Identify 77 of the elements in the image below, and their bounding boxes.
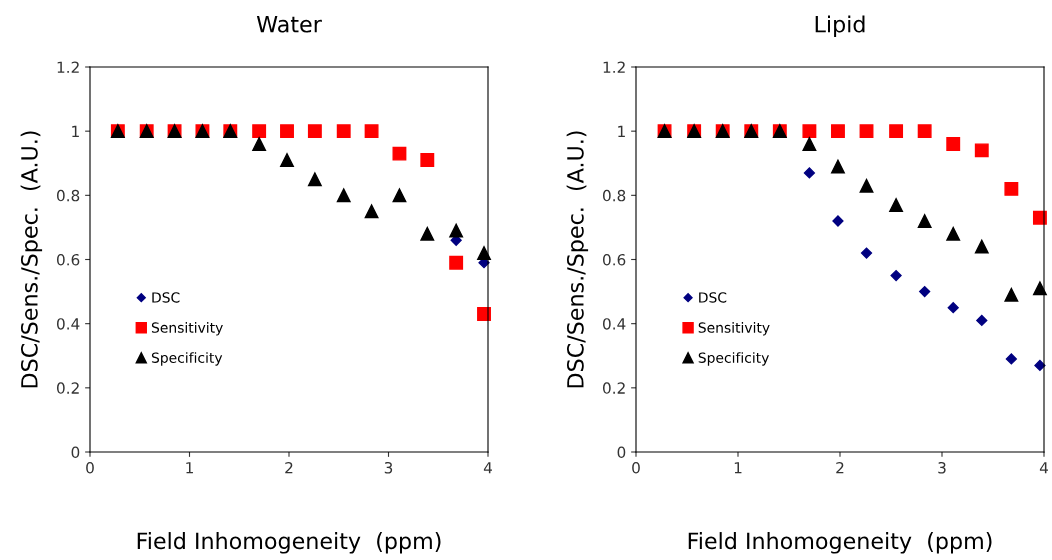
x-axis-title: Field Inhomogeneity (ppm) xyxy=(137,532,441,554)
point xyxy=(946,226,961,241)
point xyxy=(860,247,873,259)
x-tick-label: 4 xyxy=(1039,462,1048,474)
point xyxy=(364,204,379,219)
point xyxy=(280,153,294,167)
point xyxy=(831,124,845,139)
y-tick-label: 0.8 xyxy=(56,189,80,202)
point xyxy=(420,153,435,167)
point xyxy=(859,178,874,193)
point xyxy=(336,188,351,203)
point xyxy=(890,269,902,282)
y-axis-title: DSC/Sens./Spec. (A.U.) xyxy=(20,131,43,388)
y-tick-label: 0.6 xyxy=(602,253,626,266)
point xyxy=(449,255,464,270)
y-tick-label: 0.4 xyxy=(602,318,626,330)
point xyxy=(392,188,407,203)
point xyxy=(364,124,379,139)
legend-label: Sensitivity xyxy=(698,322,770,336)
point xyxy=(1004,181,1019,196)
legend-label: DSC xyxy=(152,292,180,303)
x-tick-label: 2 xyxy=(836,461,844,474)
point xyxy=(919,285,931,298)
legend-label: DSC xyxy=(699,292,727,303)
point xyxy=(947,302,959,314)
point xyxy=(889,124,904,139)
point xyxy=(252,137,267,151)
point xyxy=(802,124,817,139)
y-tick-label: 1 xyxy=(72,125,79,137)
point xyxy=(974,239,989,254)
point xyxy=(831,159,845,174)
legend-label: Specificity xyxy=(698,352,769,366)
x-tick-label: 2 xyxy=(285,461,293,474)
y-tick-label: 0.2 xyxy=(602,382,625,394)
point xyxy=(420,226,435,241)
x-tick-label: 0 xyxy=(86,461,94,474)
point xyxy=(336,124,351,139)
x-tick-label: 4 xyxy=(483,462,492,474)
point xyxy=(946,137,961,151)
point xyxy=(802,137,817,151)
point xyxy=(917,124,932,139)
y-tick-label: 1.2 xyxy=(57,61,79,73)
point xyxy=(280,124,294,139)
y-tick-label: 0.2 xyxy=(56,382,79,394)
point xyxy=(974,143,989,158)
y-tick-label: 0.6 xyxy=(56,253,80,266)
point xyxy=(449,223,464,238)
x-axis-title: Field Inhomogeneity (ppm) xyxy=(688,532,992,554)
point xyxy=(252,124,267,139)
legend-label: Sensitivity xyxy=(151,322,223,336)
point xyxy=(392,146,407,161)
y-tick-label: 0 xyxy=(71,446,80,459)
x-tick-label: 3 xyxy=(384,461,393,474)
y-tick-label: 0 xyxy=(617,446,626,459)
y-tick-label: 1.2 xyxy=(603,61,625,73)
x-tick-label: 1 xyxy=(186,462,193,474)
chart-title: Water xyxy=(256,16,322,33)
legend-label: Specificity xyxy=(151,352,223,366)
y-tick-label: 0.4 xyxy=(56,318,80,330)
x-tick-label: 1 xyxy=(734,462,742,474)
point xyxy=(1004,287,1019,302)
y-tick-label: 0.8 xyxy=(602,189,626,202)
point xyxy=(307,124,322,139)
point xyxy=(803,167,816,179)
point xyxy=(889,198,904,212)
point xyxy=(1034,359,1046,371)
point xyxy=(976,314,988,327)
y-axis-title: DSC/Sens./Spec. (A.U.) xyxy=(566,131,589,388)
point xyxy=(477,246,491,261)
y-tick-label: 1 xyxy=(618,125,625,137)
point xyxy=(307,172,322,187)
chart-title: Lipid xyxy=(815,15,865,37)
x-tick-label: 0 xyxy=(632,461,640,474)
point xyxy=(1005,353,1017,365)
point xyxy=(917,214,932,228)
x-tick-label: 3 xyxy=(938,461,946,474)
point xyxy=(859,124,874,139)
